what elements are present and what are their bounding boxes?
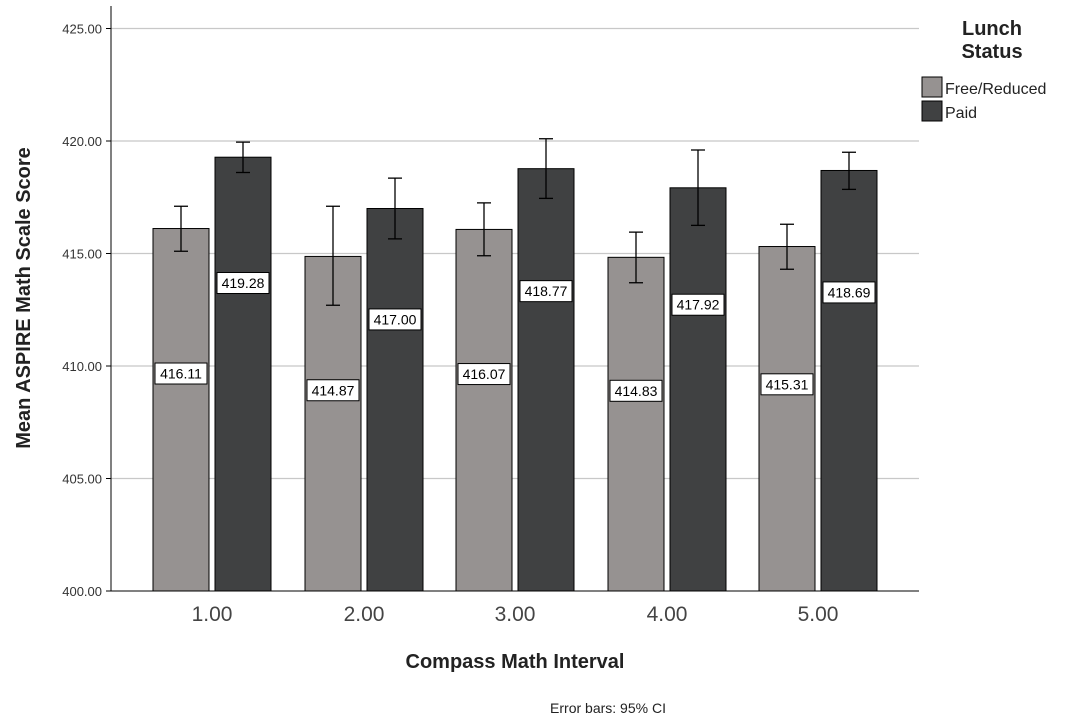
- y-tick-label: 425.00: [62, 22, 102, 37]
- legend-label-paid: Paid: [945, 105, 977, 122]
- y-tick-label: 400.00: [62, 584, 102, 599]
- error-bar: [539, 138, 553, 200]
- legend-title-line-1: Lunch: [962, 18, 1022, 40]
- legend-swatch-free-reduced: [921, 76, 943, 98]
- x-tick-label: 4.00: [647, 603, 688, 626]
- bar-paid-5: [820, 169, 878, 592]
- x-tick-label: 1.00: [192, 603, 233, 626]
- bar-paid-2: [366, 208, 424, 592]
- data-label-text: 419.28: [222, 275, 265, 291]
- data-label-text: 416.11: [160, 366, 202, 382]
- bar-free-reduced-2: [304, 255, 362, 592]
- data-label-text: 418.69: [828, 284, 871, 300]
- data-label-text: 414.83: [615, 383, 658, 399]
- data-label-free-reduced: 416.11: [154, 362, 208, 385]
- data-label-box: [216, 272, 270, 295]
- x-axis-title: Compass Math Interval: [406, 651, 625, 673]
- error-bar: [174, 205, 188, 252]
- bar-paid-1: [214, 156, 272, 592]
- error-bar: [477, 202, 491, 257]
- x-tick-label: 2.00: [344, 603, 385, 626]
- error-bar: [691, 149, 705, 227]
- data-label-box: [609, 379, 663, 402]
- legend: Lunch Status Free/Reduced Paid: [921, 18, 1046, 122]
- data-label-paid: 417.00: [368, 308, 422, 331]
- data-label-paid: 418.69: [822, 281, 876, 304]
- data-label-text: 414.87: [312, 382, 355, 398]
- y-axis-title: Mean ASPIRE Math Scale Score: [13, 147, 35, 449]
- data-label-free-reduced: 416.07: [457, 363, 511, 386]
- x-tick-label: 5.00: [798, 603, 839, 626]
- y-axis-ticks: 400.00 405.00 410.00 415.00 420.00 425.00: [62, 22, 111, 599]
- data-label-text: 417.00: [374, 311, 417, 327]
- data-label-free-reduced: 414.83: [609, 379, 663, 402]
- data-label-text: 418.77: [525, 283, 568, 299]
- error-bar: [236, 141, 250, 174]
- error-bar: [326, 205, 340, 306]
- y-tick-label: 410.00: [62, 359, 102, 374]
- data-label-text: 416.07: [463, 366, 506, 382]
- error-bar: [629, 231, 643, 284]
- bar-free-reduced-1: [152, 228, 210, 592]
- data-label-box: [822, 281, 876, 304]
- error-bar-note: Error bars: 95% CI: [550, 700, 666, 716]
- bar-paid-3: [517, 168, 575, 592]
- data-label-text: 415.31: [766, 376, 809, 392]
- y-tick-label: 420.00: [62, 134, 102, 149]
- x-tick-label: 3.00: [495, 603, 536, 626]
- error-bar: [842, 151, 856, 191]
- bars: [152, 156, 878, 592]
- error-bar: [780, 223, 794, 270]
- bar-free-reduced-5: [758, 246, 816, 592]
- data-label-box: [368, 308, 422, 331]
- data-label-box: [306, 379, 360, 402]
- data-label-box: [519, 280, 573, 303]
- y-tick-label: 405.00: [62, 472, 102, 487]
- legend-label-free-reduced: Free/Reduced: [945, 81, 1046, 98]
- data-labels: 416.11 419.28 414.87 417.00 416.07 418.77 414.…: [154, 272, 876, 402]
- bar-free-reduced-3: [455, 228, 513, 592]
- data-label-free-reduced: 414.87: [306, 379, 360, 402]
- bar-free-reduced-4: [607, 256, 665, 592]
- data-label-box: [457, 363, 511, 386]
- legend-swatch-paid: [921, 100, 943, 122]
- error-bars: [174, 138, 856, 306]
- data-label-box: [760, 373, 814, 396]
- data-label-box: [671, 293, 725, 316]
- data-label-paid: 417.92: [671, 293, 725, 316]
- bar-paid-4: [669, 187, 727, 592]
- error-bar: [388, 177, 402, 240]
- legend-title-line-2: Status: [961, 41, 1022, 63]
- x-axis-ticks: 1.00 2.00 3.00 4.00 5.00: [192, 603, 839, 626]
- data-label-paid: 418.77: [519, 280, 573, 303]
- data-label-box: [154, 362, 208, 385]
- data-label-free-reduced: 415.31: [760, 373, 814, 396]
- y-tick-label: 415.00: [62, 247, 102, 262]
- data-label-paid: 419.28: [216, 272, 270, 295]
- data-label-text: 417.92: [677, 297, 720, 313]
